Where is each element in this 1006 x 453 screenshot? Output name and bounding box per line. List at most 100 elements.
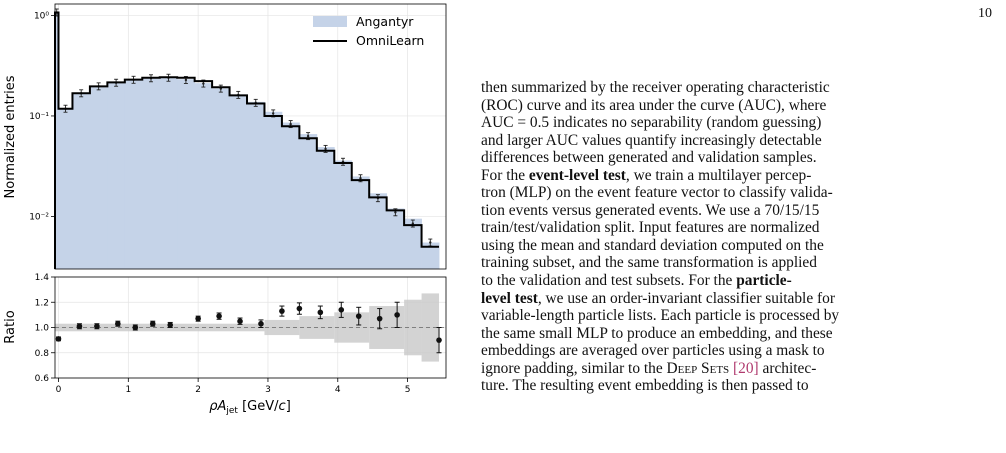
text-line: embeddings are averaged over particles u… [481, 342, 825, 360]
text-span: , we train a multilayer percep- [625, 166, 812, 184]
top-frame [54, 3, 447, 270]
text-line: and larger AUC values quantify increasin… [481, 131, 822, 149]
ratio-point [317, 309, 324, 316]
figure: 10⁻² 10⁻¹ 10⁰ Normalized entries Angantyr … [3, 3, 447, 416]
angantyr-histogram [55, 13, 440, 270]
body-text-column: then summarized by the receiver operatin… [481, 79, 995, 395]
legend-label-omnilearn: OmniLearn [356, 33, 424, 48]
text-span: For the [481, 166, 529, 184]
angantyr-bar [369, 193, 388, 269]
angantyr-bar [229, 94, 248, 270]
ratio-point [132, 324, 139, 331]
data-point [429, 241, 432, 244]
ratio-point [279, 308, 285, 314]
bottom-y-tick-label: 0.6 [35, 374, 50, 384]
top-y-tick-label: 10⁻² [29, 212, 49, 222]
legend-swatch-angantyr [313, 16, 347, 27]
top-y-ticks: 10⁻² 10⁻¹ 10⁰ [29, 11, 55, 222]
text-line: train/test/validation split. Input featu… [481, 219, 820, 237]
top-y-tick-label: 10⁻¹ [29, 112, 49, 122]
ratio-point [167, 322, 174, 328]
x-tick-label: 3 [265, 385, 271, 395]
text-span: to the validation and test subsets. For … [481, 272, 737, 290]
angantyr-bar [55, 13, 59, 269]
angantyr-bar [72, 94, 91, 269]
bottom-y-tick-label: 1.0 [35, 324, 50, 334]
angantyr-bar [404, 218, 422, 269]
angantyr-bar [194, 83, 213, 270]
text-line: ture. The resulting event embedding is t… [481, 377, 809, 395]
angantyr-bar [58, 109, 73, 269]
x-tick-label: 1 [125, 385, 131, 395]
ratio-point [149, 320, 156, 327]
angantyr-bar [299, 134, 318, 269]
bottom-ylabel: Ratio [3, 310, 18, 343]
bottom-y-tick-label: 0.8 [35, 349, 50, 359]
text-line: level test, we use an order-invariant cl… [481, 290, 995, 308]
ratio-point [76, 323, 83, 330]
ratio-point [216, 313, 222, 319]
angantyr-bar [264, 111, 283, 269]
text-line: For the event-level test, we train a mul… [481, 167, 995, 185]
text-line: variable-length particle lists. Each par… [481, 307, 840, 325]
omnilearn-step-line [54, 11, 440, 269]
text-line: the same small MLP to produce an embeddi… [481, 324, 833, 342]
x-tick-label: 4 [335, 385, 341, 395]
bold-term: particle- [736, 272, 792, 290]
ratio-point [115, 320, 121, 327]
angantyr-bar [334, 160, 353, 269]
text-span: , we use an order-invariant classifier s… [537, 289, 835, 307]
text-span: ignore padding, similar to the [481, 359, 667, 377]
x-axis-label: ρAjet [GeV/c] [209, 399, 291, 416]
angantyr-bar [107, 82, 126, 269]
legend: Angantyr OmniLearn [313, 14, 424, 48]
data-point [324, 147, 327, 151]
data-point [359, 177, 362, 180]
angantyr-bar [281, 122, 300, 269]
data-point [306, 134, 310, 138]
ratio-point [394, 312, 400, 318]
angantyr-bar [142, 78, 161, 269]
angantyr-bar [89, 87, 108, 269]
data-point [202, 82, 205, 85]
top-y-tick-label: 10⁰ [34, 11, 49, 21]
x-tick-label: 2 [195, 385, 201, 395]
angantyr-bar [316, 147, 335, 269]
data-point [394, 211, 397, 214]
citation-link[interactable]: [20] [733, 359, 759, 377]
text-line: using the mean and standard deviation co… [481, 236, 824, 254]
data-point [184, 78, 188, 82]
angantyr-bar [177, 79, 196, 269]
text-line: (ROC) curve and its area under the curve… [481, 96, 827, 114]
angantyr-bar [124, 79, 143, 270]
angantyr-bar [351, 176, 370, 269]
ratio-point [55, 336, 62, 342]
uncertainty-band-segment [55, 323, 265, 332]
ratio-point [376, 315, 383, 322]
x-tick-label: 0 [56, 385, 62, 395]
text-line: tron (MLP) on the event feature vector t… [481, 184, 833, 202]
ratio-panel: 0.6 0.8 1.0 1.2 1.4 0 1 2 3 4 5 Ratio ρAjet [GeV/… [3, 273, 447, 416]
ratio-point [94, 323, 100, 330]
angantyr-bar [159, 78, 178, 269]
text-line: ignore padding, similar to the Deep Sets… [481, 360, 995, 378]
data-point [271, 112, 275, 115]
legend-label-angantyr: Angantyr [356, 14, 414, 29]
ratio-point [296, 305, 303, 312]
ratio-point [258, 320, 264, 327]
ratio-point [436, 337, 442, 343]
text-line: differences between generated and valida… [481, 149, 817, 167]
bottom-y-tick-label: 1.2 [35, 298, 49, 308]
text-line: then summarized by the receiver operatin… [481, 79, 830, 96]
x-ticks: 0 1 2 3 4 5 [56, 378, 410, 395]
ratio-point [338, 307, 345, 313]
angantyr-bar [386, 208, 405, 269]
ratio-point [237, 318, 243, 324]
small-caps-term: Deep Sets [666, 359, 730, 377]
text-line: training subset, and the same transforma… [481, 254, 817, 272]
text-line: tion events versus generated events. We … [481, 201, 820, 219]
ratio-point [355, 313, 362, 319]
ratio-points [55, 301, 442, 354]
distribution-panel: 10⁻² 10⁻¹ 10⁰ Normalized entries Angantyr … [3, 3, 447, 270]
angantyr-bar [212, 88, 230, 269]
